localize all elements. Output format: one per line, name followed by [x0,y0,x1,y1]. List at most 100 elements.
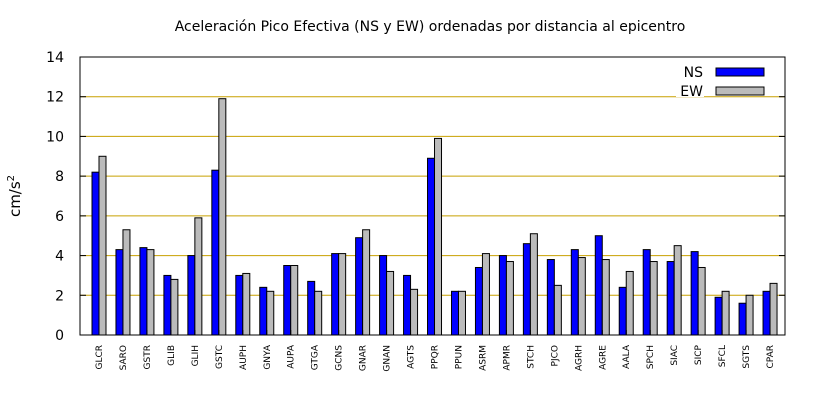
x-tick-label: PPUN [454,345,464,369]
bar-ns-sgts [738,302,747,336]
bar-ew-gnar [362,229,371,336]
bar-ew-aala [625,270,634,336]
bar-ns-glih [187,255,196,336]
bar-ns-siac [666,261,675,336]
bar-ns-glcr [91,171,100,336]
bar-ns-agts [403,274,412,336]
legend-label-background [676,79,704,97]
y-tick-label: 8 [55,169,64,185]
bar-ns-gtga [307,280,316,336]
bar-ew-siac [673,245,682,336]
legend-label-ns: NS [684,65,703,81]
x-tick-label: AALA [622,344,632,369]
x-tick-label: AGRH [574,345,584,371]
bar-ew-aupa [290,265,299,336]
y-axis-label-exponent: 2 [6,175,17,181]
legend-label-background [676,60,704,78]
y-tick-label: 12 [46,90,64,106]
bar-ew-ppqr [434,137,443,336]
x-tick-label: GNAR [359,345,369,371]
bar-ew-agre [601,259,610,336]
bar-ew-asrm [481,253,490,336]
chart-title: Aceleración Pico Efectiva (NS y EW) orde… [175,19,686,35]
x-tick-label: SIAC [670,345,680,366]
legend-label-ew: EW [680,84,703,100]
bar-ew-spch [649,261,658,336]
y-tick-label: 0 [55,328,64,344]
bar-ew-gstc [218,98,227,336]
bar-ns-apmr [498,255,507,336]
bar-ns-sfcl [714,296,723,336]
bar-ew-pjco [553,284,562,336]
legend-swatch-ew [715,86,765,96]
y-tick-label: 2 [55,288,64,304]
bar-ew-agts [410,288,419,336]
bar-ew-cpar [769,282,778,336]
bar-ew-gnan [386,270,395,336]
bar-ns-pjco [546,259,555,336]
bar-ns-gstc [211,169,220,336]
bar-ew-gtga [314,290,323,336]
y-tick-label: 4 [55,249,64,265]
x-tick-label: GNYA [263,344,273,370]
bar-ns-agrh [570,249,579,336]
bar-ew-sfcl [721,290,730,336]
x-tick-label: PJCO [550,345,560,366]
bar-ns-glib [163,274,172,336]
bar-ew-glib [170,278,179,336]
x-tick-label: SPCH [646,345,656,369]
x-tick-label: SFCL [718,345,728,367]
bar-ns-aala [618,286,627,336]
legend-swatch-ns [715,67,765,77]
x-tick-label: GLIH [191,345,201,366]
x-tick-label: GCNS [335,345,345,371]
y-tick-label: 6 [55,209,64,225]
x-tick-label: PPQR [431,345,441,369]
bar-ns-auph [235,274,244,336]
bar-ns-saro [115,249,124,336]
x-tick-label: GSTR [143,345,153,369]
x-tick-label: GTGA [311,344,321,370]
y-axis-label-unit: cm/s [6,181,24,217]
x-tick-label: AGTS [407,345,417,369]
x-tick-label: STCH [526,345,536,369]
bar-ns-asrm [474,266,483,336]
x-tick-label: AGRE [598,345,608,370]
y-axis-label: cm/s2 [6,175,24,217]
x-tick-label: SARO [119,345,129,370]
bar-ns-agre [594,235,603,336]
bar-ew-sicp [697,266,706,336]
x-tick-label: GNAN [383,345,393,372]
bar-ns-stch [522,243,531,336]
bar-ns-sicp [690,251,699,336]
plot-frame [79,56,786,336]
bar-ns-ppqr [427,157,436,336]
bar-ew-apmr [505,261,514,336]
x-axis-labels: GLCR SARO GSTR GLIB GLIH GSTC AUPH GNYA AUPA GTGA… [95,330,776,372]
bar-ns-gnar [355,237,364,336]
bar-ns-ppun [450,290,459,336]
x-tick-label: AUPA [287,344,297,369]
bar-ew-gstr [146,249,155,336]
bar-ns-gcns [331,253,340,336]
bar-ew-glih [194,217,203,336]
x-tick-label: GSTC [215,345,225,369]
y-tick-label: 14 [46,50,64,66]
x-tick-label: ASRM [478,345,488,371]
bar-ew-sgts [745,294,754,336]
x-tick-label: GLCR [95,345,105,370]
bars [91,98,778,336]
y-axis-ticks: 0 2 4 6 8 10 12 14 [46,50,785,344]
bar-ns-gstr [139,247,148,336]
x-tick-label: APMR [502,345,512,371]
x-tick-label: SICP [694,344,704,365]
bar-ew-agrh [577,257,586,336]
legend: NS EW [676,60,765,100]
bar-ew-ppun [457,290,466,336]
bar-ew-gnya [266,290,275,336]
bar-ns-gnya [259,286,268,336]
x-tick-label: GLIB [167,345,177,366]
x-tick-label: CPAR [766,345,776,369]
y-tick-label: 10 [46,129,64,145]
